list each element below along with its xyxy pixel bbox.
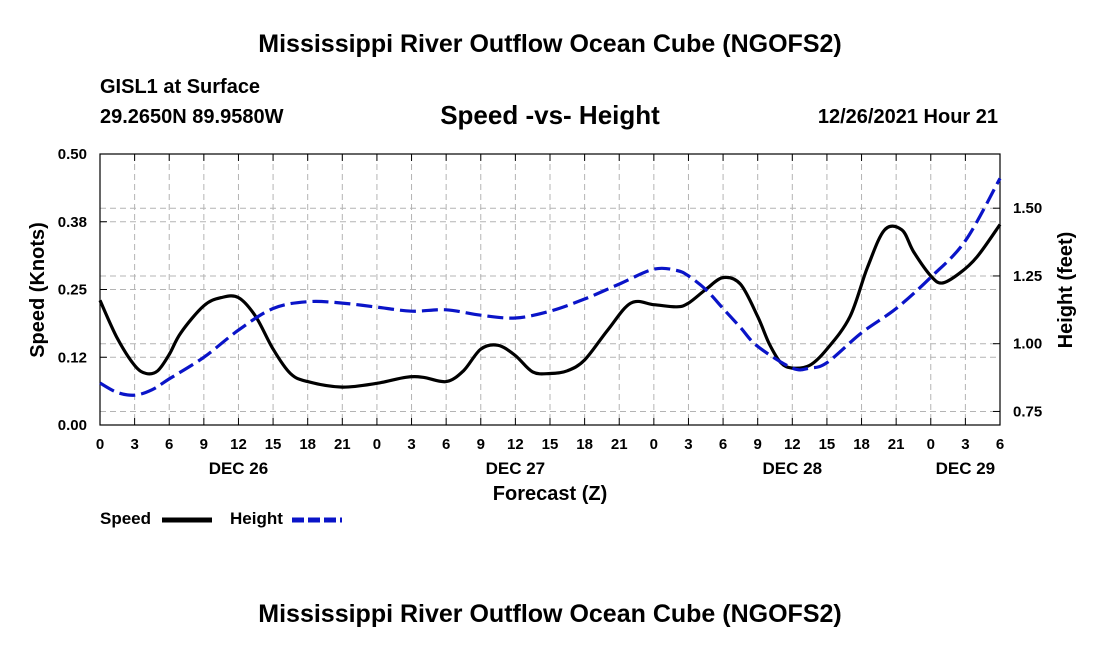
x-tick-label: 9 bbox=[477, 436, 485, 453]
x-tick-label: 6 bbox=[165, 436, 173, 453]
speed-series-line bbox=[98, 223, 1002, 389]
x-tick-label: 0 bbox=[96, 436, 104, 453]
x-tick-label: 3 bbox=[684, 436, 692, 453]
x-tick-label: 3 bbox=[407, 436, 415, 453]
x-tick-label: 3 bbox=[961, 436, 969, 453]
y-left-tick-label: 0.25 bbox=[58, 282, 87, 299]
x-tick-label: 3 bbox=[130, 436, 138, 453]
forecast-timestamp: 12/26/2021 Hour 21 bbox=[817, 106, 998, 128]
x-date-label: DEC 28 bbox=[763, 459, 823, 478]
x-tick-label: 21 bbox=[611, 436, 628, 453]
x-tick-label: 0 bbox=[650, 436, 658, 453]
footer-title: Mississippi River Outflow Ocean Cube (NG… bbox=[258, 600, 842, 628]
grid-lines bbox=[100, 154, 1000, 425]
x-tick-label: 15 bbox=[542, 436, 559, 453]
y-right-tick-label: 1.50 bbox=[1013, 200, 1042, 217]
x-date-label: DEC 27 bbox=[486, 459, 546, 478]
x-tick-label: 9 bbox=[200, 436, 208, 453]
y-right-tick-label: 1.00 bbox=[1013, 336, 1042, 353]
x-tick-label: 6 bbox=[996, 436, 1004, 453]
y-left-tick-label: 0.50 bbox=[58, 146, 87, 163]
legend-speed-label: Speed bbox=[100, 509, 152, 528]
x-tick-label: 6 bbox=[442, 436, 450, 453]
x-axis-label: Forecast (Z) bbox=[493, 483, 607, 505]
x-tick-label: 15 bbox=[265, 436, 282, 453]
y-right-tick-label: 0.75 bbox=[1013, 403, 1042, 420]
y-right-tick-label: 1.25 bbox=[1013, 268, 1042, 285]
y-axis-left-label: Speed (Knots) bbox=[27, 222, 49, 358]
station-coordinates: 29.2650N 89.9580W bbox=[100, 106, 284, 128]
x-tick-label: 18 bbox=[576, 436, 593, 453]
height-series-line bbox=[99, 177, 1002, 397]
x-tick-label: 0 bbox=[927, 436, 935, 453]
station-name: GISL1 at Surface bbox=[100, 76, 261, 98]
x-tick-label: 12 bbox=[230, 436, 247, 453]
x-tick-label: 18 bbox=[299, 436, 316, 453]
series bbox=[98, 177, 1002, 397]
x-date-label: DEC 26 bbox=[209, 459, 269, 478]
y-left-tick-label: 0.38 bbox=[58, 214, 87, 231]
axes: 0 3 6 9 12 15 18 21 0 3 6 9 12 15 18 21 0 3 6 9 12 15 18 21 0 3 6D… bbox=[58, 146, 1042, 478]
x-date-label: DEC 29 bbox=[936, 459, 996, 478]
x-tick-label: 9 bbox=[754, 436, 762, 453]
y-left-tick-label: 0.00 bbox=[58, 417, 87, 434]
x-tick-label: 21 bbox=[334, 436, 351, 453]
x-tick-label: 6 bbox=[719, 436, 727, 453]
y-axis-right-label: Height (feet) bbox=[1055, 232, 1077, 349]
y-left-tick-label: 0.12 bbox=[58, 349, 87, 366]
x-tick-label: 0 bbox=[373, 436, 381, 453]
x-tick-label: 21 bbox=[888, 436, 905, 453]
x-tick-label: 15 bbox=[819, 436, 836, 453]
x-tick-label: 18 bbox=[853, 436, 870, 453]
x-tick-label: 12 bbox=[507, 436, 524, 453]
x-tick-label: 12 bbox=[784, 436, 801, 453]
chart-subtitle: Speed -vs- Height bbox=[440, 100, 660, 130]
main-title: Mississippi River Outflow Ocean Cube (NG… bbox=[258, 30, 842, 58]
legend-height-label: Height bbox=[230, 509, 283, 528]
